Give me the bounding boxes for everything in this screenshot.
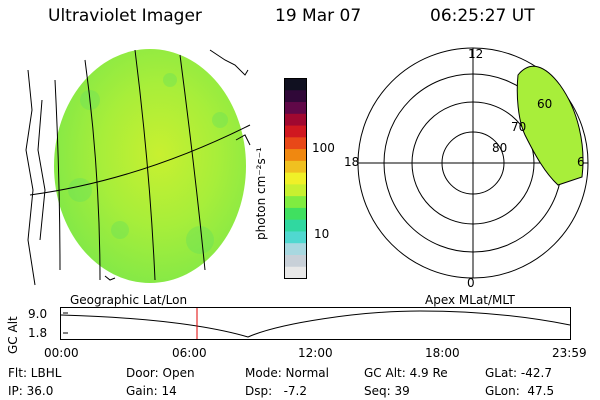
dsp-info: Dsp: -7.2 [245,384,308,398]
door-info: Door: Open [126,366,195,380]
mlt-12-label: 12 [468,47,484,61]
time-label: 06:25:27 UT [430,6,535,26]
colorbar-band [284,195,307,208]
colorbar-band [284,172,307,185]
x-tick-0000: 00:00 [44,346,79,360]
lat-60-label: 60 [537,97,553,111]
altitude-plot [60,307,571,340]
colorbar-band [284,125,307,138]
colorbar-band [284,219,307,232]
colorbar-tick-100: 100 [312,141,335,155]
alt-ymax-label: 9.0 [28,307,48,321]
lat-80-label: 80 [492,141,508,155]
texture [68,73,228,254]
colorbar-band [284,254,307,267]
colorbar-band [284,136,307,150]
glat-info: GLat: -42.7 [485,366,552,380]
alt-axis-ticks [63,312,68,334]
mlt-18-label: 18 [344,155,360,169]
ip-info: IP: 36.0 [8,384,54,398]
apex-caption: Apex MLat/MLT [425,293,515,307]
auroral-oval [516,65,584,186]
colorbar-band [284,160,307,173]
mode-info: Mode: Normal [245,366,329,380]
seq-info: Seq: 39 [364,384,410,398]
flt-info: Flt: LBHL [8,366,62,380]
colorbar-band [284,148,307,161]
gc-alt-info: GC Alt: 4.9 Re [364,366,448,380]
mlt-6-label: 6 [577,155,585,169]
earth-disk [54,49,246,283]
coastlines [25,49,251,286]
altitude-curve [60,310,571,338]
alt-ymin-label: 1.8 [28,326,48,340]
x-tick-1800: 18:00 [425,346,460,360]
date-label: 19 Mar 07 [275,6,362,26]
colorbar-tick-10: 10 [314,227,330,241]
colorbar-band [284,242,307,255]
colorbar-band [284,78,307,91]
x-tick-0600: 06:00 [172,346,207,360]
geo-caption: Geographic Lat/Lon [70,293,188,307]
lat-70-label: 70 [511,120,527,134]
colorbar-band [284,89,307,103]
x-tick-2359: 23:59 [552,346,587,360]
polar-plot [357,47,589,279]
gc-alt-axis-label: GC Alt [6,316,20,354]
glon-info: GLon: 47.5 [485,384,555,398]
grid-lines [29,49,251,281]
x-tick-1200: 12:00 [298,346,333,360]
colorbar-unit-label: photon cm⁻²s⁻¹ [254,147,268,240]
colorbar-band [284,101,307,114]
instrument-title: Ultraviolet Imager [48,6,202,26]
colorbar [284,78,307,279]
mlt-0-label: 0 [467,276,475,290]
colorbar-band [284,266,307,279]
colorbar-band [284,230,307,244]
colorbar-band [284,113,307,126]
gain-info: Gain: 14 [126,384,177,398]
colorbar-band [284,183,307,197]
geographic-image [25,49,251,286]
colorbar-band [284,207,307,220]
